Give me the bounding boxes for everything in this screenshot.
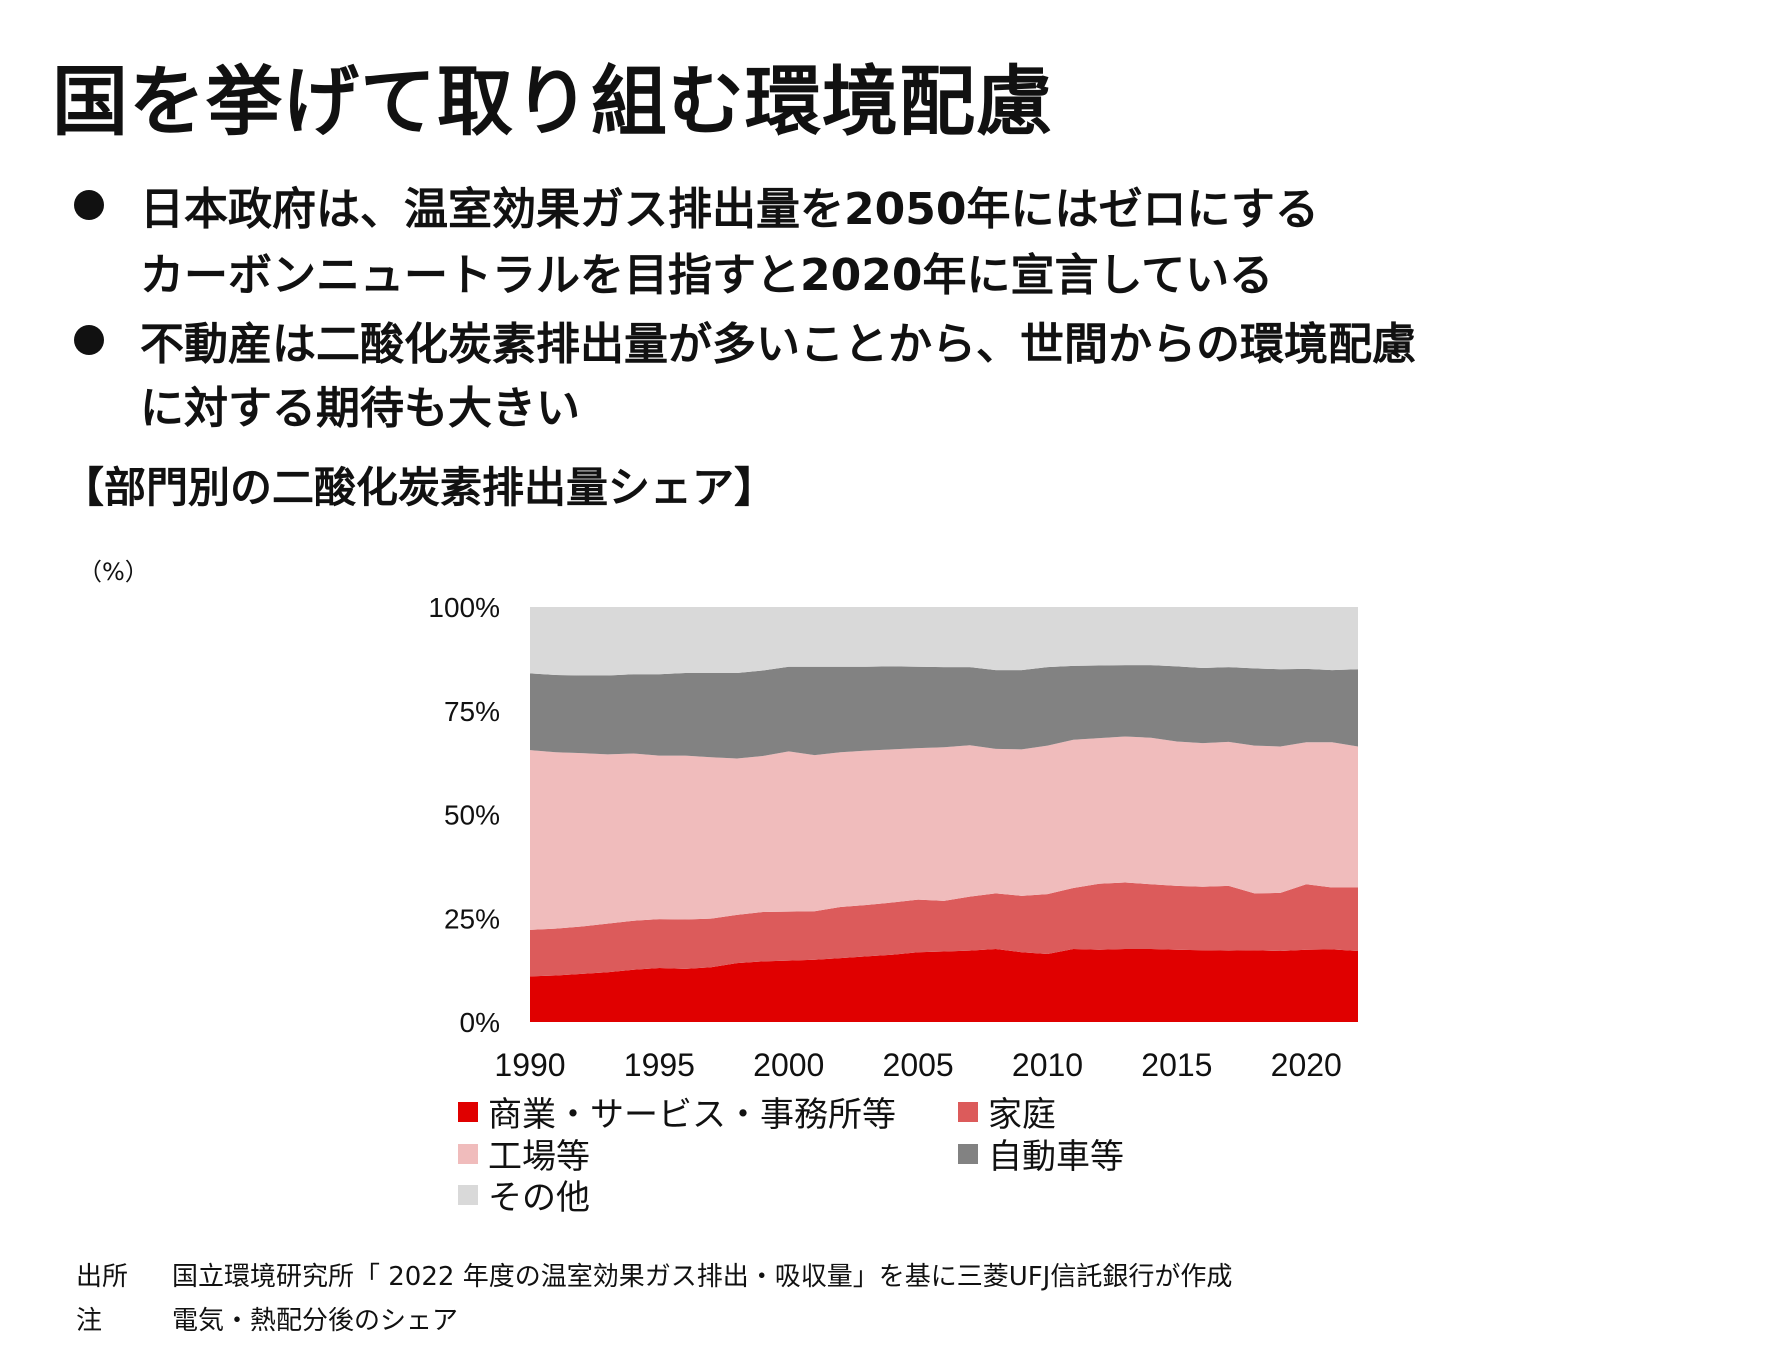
- bullet-1-line-2: カーボンニュートラルを目指すと2020年に宣言している: [140, 250, 1274, 301]
- legend-label-household: 家庭: [988, 1095, 1056, 1135]
- legend-label-other: その他: [488, 1178, 590, 1218]
- x-tick-label: 1990: [494, 1047, 565, 1083]
- x-tick-label: 1995: [624, 1047, 695, 1083]
- legend-item-commercial: 商業・サービス・事務所等: [458, 1087, 896, 1136]
- legend-swatch-other: [458, 1184, 478, 1205]
- legend-item-household: 家庭: [958, 1087, 1056, 1136]
- legend-swatch-automobile: [958, 1143, 978, 1164]
- x-tick-label: 2005: [883, 1047, 954, 1083]
- source-note-key: 出所: [76, 1262, 129, 1292]
- legend-item-automobile: 自動車等: [958, 1129, 1124, 1178]
- x-tick-label: 2000: [753, 1047, 824, 1083]
- bullet-1-line-1: 日本政府は、温室効果ガス排出量を2050年にはゼロにする: [140, 184, 1319, 235]
- y-tick-label: 25%: [444, 903, 500, 934]
- area-series-factory: [530, 736, 1358, 930]
- source-note-text: 国立環境研究所「 2022 年度の温室効果ガス排出・吸収量」を基に三菱UFJ信託…: [172, 1262, 1233, 1292]
- y-tick-label: 100%: [428, 592, 500, 623]
- legend-item-factory: 工場等: [458, 1129, 590, 1178]
- source-note: 出所 国立環境研究所「 2022 年度の温室効果ガス排出・吸収量」を基に三菱UFJ…: [76, 1256, 1232, 1293]
- legend-label-automobile: 自動車等: [988, 1137, 1124, 1177]
- page-title: 国を挙げて取り組む環境配慮: [52, 57, 1053, 146]
- y-tick-label: 0%: [460, 1007, 500, 1038]
- footnote: 注 電気・熱配分後のシェア: [76, 1300, 458, 1337]
- area-series-automobile: [530, 665, 1358, 759]
- legend-swatch-household: [958, 1101, 978, 1122]
- bullet-point-1: [74, 190, 104, 220]
- legend-swatch-factory: [458, 1143, 478, 1164]
- y-axis-ticks: 0% 25% 50% 75% 100%: [428, 592, 500, 1038]
- unit-label: （%）: [78, 558, 149, 586]
- footnote-text: 電気・熱配分後のシェア: [172, 1306, 459, 1336]
- chart-heading: 【部門別の二酸化炭素排出量シェア】: [62, 463, 777, 512]
- area-series-commercial: [530, 948, 1358, 1022]
- footnote-key: 注: [76, 1306, 103, 1336]
- area-series-other: [530, 607, 1358, 676]
- bullet-2-line-2: に対する期待も大きい: [140, 383, 580, 434]
- y-tick-label: 50%: [444, 800, 500, 831]
- x-tick-label: 2010: [1012, 1047, 1083, 1083]
- bullet-2-line-1: 不動産は二酸化炭素排出量が多いことから、世間からの環境配慮: [140, 319, 1416, 370]
- bullet-point-2: [74, 325, 104, 355]
- legend-item-other: その他: [458, 1170, 590, 1219]
- x-axis-ticks: 1990 1995 2000 2005 2010 2015 2020: [494, 1047, 1341, 1083]
- area-series-household: [530, 882, 1358, 977]
- chart-areas: [530, 607, 1358, 1022]
- legend-swatch-commercial: [458, 1101, 478, 1122]
- y-tick-label: 75%: [444, 696, 500, 727]
- x-tick-label: 2020: [1271, 1047, 1342, 1083]
- x-tick-label: 2015: [1141, 1047, 1212, 1083]
- legend-label-factory: 工場等: [488, 1137, 590, 1177]
- legend-label-commercial: 商業・サービス・事務所等: [488, 1095, 896, 1135]
